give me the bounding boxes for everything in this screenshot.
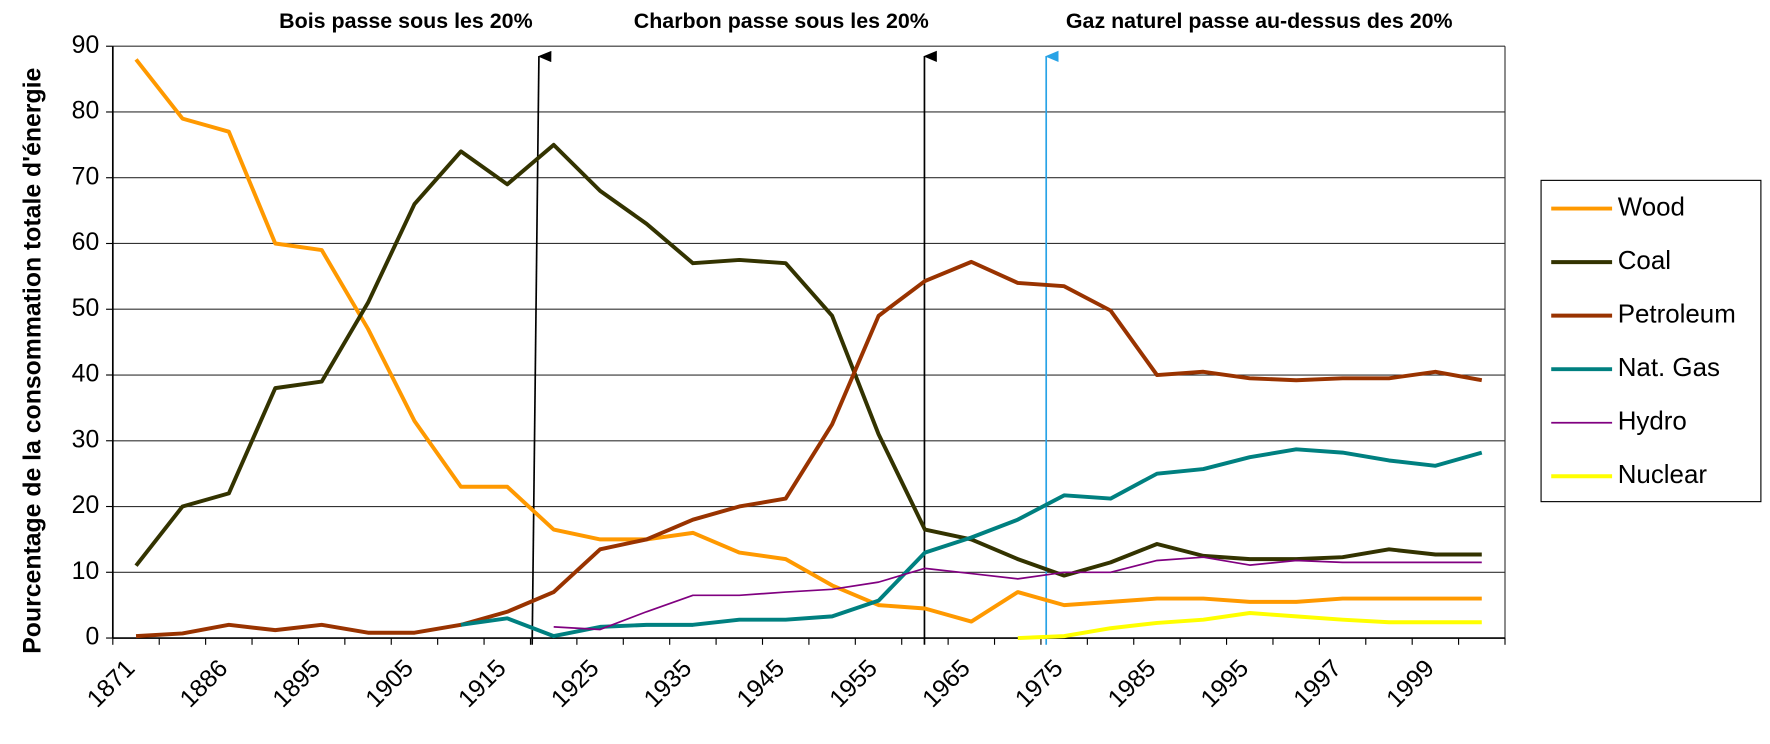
series-line bbox=[553, 556, 1482, 631]
y-tick-label: 60 bbox=[72, 229, 100, 256]
x-tick-label: 1925 bbox=[546, 655, 604, 713]
x-tick-label: 1886 bbox=[175, 655, 233, 713]
x-tick-label: 1915 bbox=[454, 655, 512, 713]
x-tick-label: 1985 bbox=[1103, 655, 1161, 713]
x-tick-label: 1955 bbox=[825, 655, 883, 713]
y-tick-label: 90 bbox=[72, 32, 100, 59]
y-tick-label: 10 bbox=[72, 558, 100, 585]
legend-label: Wood bbox=[1618, 193, 1685, 221]
annotation: Bois passe sous les 20% bbox=[279, 9, 532, 33]
legend-label: Hydro bbox=[1618, 408, 1687, 436]
legend-label: Coal bbox=[1618, 247, 1671, 275]
x-tick-label: 1975 bbox=[1010, 655, 1068, 713]
y-tick-label: 40 bbox=[72, 361, 100, 388]
y-tick-label: 30 bbox=[72, 426, 100, 453]
x-tick-label: 1935 bbox=[639, 655, 697, 713]
x-tick-label: 1965 bbox=[918, 655, 976, 713]
series-line bbox=[1017, 611, 1482, 641]
series-line bbox=[134, 58, 1482, 624]
x-tick-label: 1895 bbox=[268, 655, 326, 713]
x-tick-label: 1871 bbox=[82, 655, 140, 713]
x-tick-label: 1905 bbox=[361, 655, 419, 713]
series-line bbox=[134, 142, 1482, 578]
legend-label: Nuclear bbox=[1618, 461, 1708, 489]
legend-box bbox=[1540, 179, 1762, 503]
x-tick-label: 1997 bbox=[1289, 655, 1347, 713]
y-tick-label: 80 bbox=[72, 98, 100, 125]
y-tick-label: 50 bbox=[72, 295, 100, 322]
y-tick-label: 0 bbox=[85, 624, 99, 651]
legend-label: Nat. Gas bbox=[1618, 354, 1720, 382]
y-tick-label: 70 bbox=[72, 163, 100, 190]
annotation: Charbon passe sous les 20% bbox=[634, 9, 929, 33]
x-tick-label: 1945 bbox=[732, 655, 790, 713]
y-axis-label: Pourcentage de la consommation totale d'… bbox=[19, 68, 46, 654]
annotation-arrow bbox=[531, 50, 552, 645]
x-tick-label: 1995 bbox=[1196, 655, 1254, 713]
series-line bbox=[460, 447, 1483, 639]
series-line bbox=[135, 259, 1483, 639]
y-tick-label: 20 bbox=[72, 492, 100, 519]
annotation: Gaz naturel passe au-dessus des 20% bbox=[1066, 9, 1453, 33]
legend-label: Petroleum bbox=[1618, 300, 1736, 328]
x-tick-label: 1999 bbox=[1382, 655, 1440, 713]
